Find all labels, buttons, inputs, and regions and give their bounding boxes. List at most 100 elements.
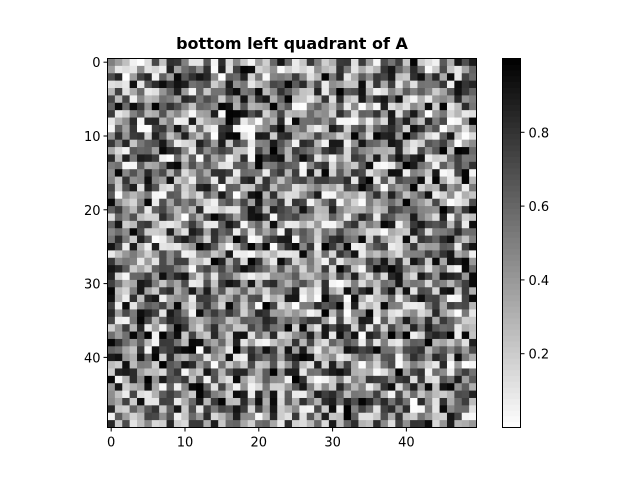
heatmap-cell bbox=[432, 102, 440, 111]
heatmap-cell bbox=[387, 390, 396, 399]
heatmap-cell bbox=[402, 139, 411, 148]
heatmap-cell bbox=[446, 309, 455, 318]
heatmap-cell bbox=[210, 132, 219, 141]
heatmap-cell bbox=[181, 88, 190, 96]
heatmap-cell bbox=[284, 206, 293, 214]
heatmap-cell bbox=[402, 80, 411, 89]
heatmap-cell bbox=[461, 235, 470, 244]
heatmap-cell bbox=[122, 213, 131, 222]
heatmap-cell bbox=[255, 397, 263, 406]
heatmap-cell bbox=[299, 102, 308, 111]
heatmap-cell bbox=[129, 243, 138, 251]
heatmap-cell bbox=[122, 117, 131, 126]
heatmap-cell bbox=[173, 228, 182, 237]
heatmap-cell bbox=[365, 235, 374, 244]
heatmap-cell bbox=[255, 102, 263, 111]
heatmap-cell bbox=[166, 73, 175, 82]
heatmap-cell bbox=[159, 228, 167, 237]
heatmap-cell bbox=[122, 124, 131, 133]
heatmap-cell bbox=[336, 331, 345, 340]
heatmap-cell bbox=[262, 80, 271, 89]
heatmap-cell bbox=[395, 169, 404, 177]
heatmap-cell bbox=[454, 279, 463, 288]
heatmap-cell bbox=[424, 124, 433, 133]
heatmap-cell bbox=[402, 191, 411, 200]
heatmap-cell bbox=[181, 220, 190, 229]
heatmap-cell bbox=[387, 250, 396, 259]
heatmap-cell bbox=[358, 198, 367, 207]
heatmap-cell bbox=[137, 324, 145, 332]
heatmap-cell bbox=[454, 309, 463, 318]
heatmap-cell bbox=[232, 213, 241, 222]
heatmap-cell bbox=[159, 117, 167, 126]
heatmap-cell bbox=[424, 390, 433, 399]
heatmap-cell bbox=[461, 154, 470, 163]
heatmap-cell bbox=[137, 294, 145, 303]
heatmap-cell bbox=[454, 88, 463, 96]
heatmap-cell bbox=[210, 124, 219, 133]
heatmap-cell bbox=[373, 220, 381, 229]
heatmap-cell bbox=[196, 65, 204, 74]
heatmap-cell bbox=[144, 250, 153, 259]
heatmap-cell bbox=[159, 316, 167, 325]
heatmap-cell bbox=[166, 420, 175, 428]
heatmap-cell bbox=[343, 420, 352, 428]
heatmap-cell bbox=[173, 420, 182, 428]
heatmap-cell bbox=[454, 338, 463, 347]
heatmap-cell bbox=[387, 65, 396, 74]
heatmap-cell bbox=[284, 139, 293, 148]
heatmap-cell bbox=[255, 73, 263, 82]
heatmap-cell bbox=[454, 287, 463, 296]
heatmap-cell bbox=[373, 361, 381, 369]
heatmap-cell bbox=[321, 375, 330, 384]
heatmap-cell bbox=[343, 88, 352, 96]
heatmap-cell bbox=[277, 316, 286, 325]
heatmap-cell bbox=[365, 139, 374, 148]
heatmap-cell bbox=[395, 117, 404, 126]
heatmap-cell bbox=[358, 324, 367, 332]
heatmap-cell bbox=[240, 117, 249, 126]
heatmap-cell bbox=[410, 95, 418, 104]
heatmap-cell bbox=[424, 132, 433, 141]
heatmap-cell bbox=[314, 316, 322, 325]
heatmap-cell bbox=[159, 287, 167, 296]
heatmap-cell bbox=[336, 183, 345, 192]
heatmap-cell bbox=[203, 272, 212, 281]
heatmap-cell bbox=[424, 272, 433, 281]
heatmap-cell bbox=[432, 265, 440, 273]
heatmap-cell bbox=[321, 383, 330, 391]
heatmap-cell bbox=[240, 309, 249, 318]
heatmap-cell bbox=[328, 235, 337, 244]
heatmap-cell bbox=[328, 132, 337, 141]
heatmap-cell bbox=[365, 95, 374, 104]
colorbar-band bbox=[502, 306, 521, 313]
heatmap-cell bbox=[410, 279, 418, 288]
heatmap-cell bbox=[424, 309, 433, 318]
heatmap-cell bbox=[461, 88, 470, 96]
colorbar-band bbox=[502, 98, 521, 106]
heatmap-cell bbox=[343, 95, 352, 104]
heatmap-cell bbox=[424, 420, 433, 428]
heatmap-cell bbox=[306, 80, 315, 89]
heatmap-cell bbox=[188, 176, 197, 185]
colorbar-band bbox=[502, 387, 521, 394]
heatmap-cell bbox=[454, 302, 463, 310]
heatmap-cell bbox=[395, 154, 404, 163]
heatmap-cell bbox=[321, 102, 330, 111]
heatmap-cell bbox=[454, 132, 463, 141]
heatmap-cell bbox=[218, 265, 226, 273]
heatmap-cell bbox=[432, 331, 440, 340]
heatmap-cell bbox=[321, 88, 330, 96]
heatmap-cell bbox=[114, 302, 123, 310]
heatmap-cell bbox=[137, 58, 145, 67]
heatmap-cell bbox=[410, 110, 418, 118]
heatmap-cell bbox=[255, 198, 263, 207]
heatmap-cell bbox=[114, 420, 123, 428]
heatmap-cell bbox=[314, 405, 322, 414]
heatmap-cell bbox=[166, 257, 175, 266]
heatmap-cell bbox=[321, 139, 330, 148]
heatmap-cell bbox=[417, 294, 426, 303]
heatmap-cell bbox=[446, 316, 455, 325]
heatmap-cell bbox=[395, 213, 404, 222]
heatmap-cell bbox=[439, 161, 448, 170]
